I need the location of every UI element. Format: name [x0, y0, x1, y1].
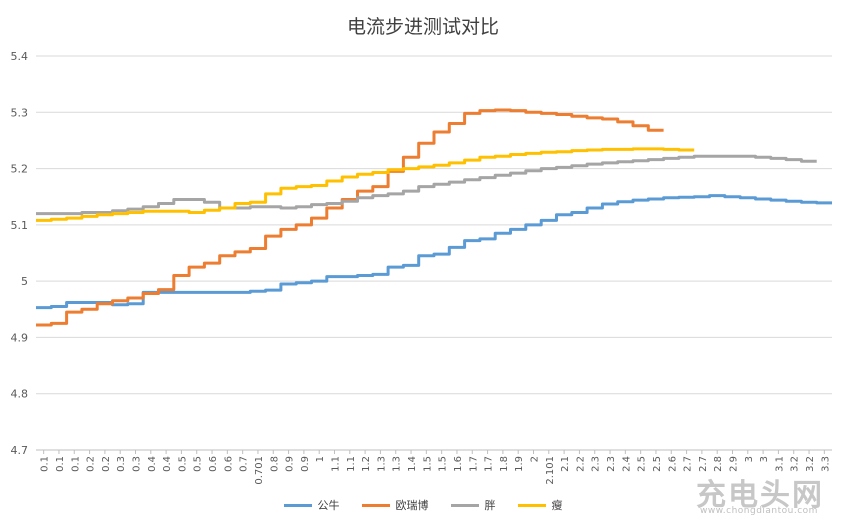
- x-tick-label: 1.3: [392, 456, 403, 472]
- x-tick-label: 0.5: [177, 456, 188, 472]
- x-tick-label: 2: [530, 456, 541, 462]
- x-tick-label: 1.5: [438, 456, 449, 472]
- series-line-1: [36, 194, 832, 310]
- x-tick-label: 0.9: [300, 456, 311, 472]
- x-tick-label: 0.8: [269, 456, 280, 472]
- x-tick-label: 3: [759, 456, 770, 462]
- x-tick-label: 2.1: [560, 456, 571, 472]
- x-tick-label: 0.2: [101, 456, 112, 472]
- legend-label: 瘦: [551, 499, 563, 512]
- series-line-2: [36, 108, 664, 327]
- watermark-glyphs: 充电头网: [696, 478, 824, 513]
- x-tick-label: 0.1: [40, 456, 51, 472]
- x-tick-label: 0.2: [86, 456, 97, 472]
- watermark-url: www.chongdiantou.com: [700, 506, 818, 516]
- x-tick-label: 0.6: [208, 456, 219, 472]
- x-tick-label: 0.1: [70, 456, 81, 472]
- x-tick-label: 2.5: [637, 456, 648, 472]
- legend-item: 公牛: [283, 497, 340, 513]
- x-tick-label: 0.4: [162, 456, 173, 472]
- x-tick-label: 1.8: [499, 456, 510, 472]
- legend-item: 瘦: [517, 497, 563, 513]
- legend-item: 胖: [450, 497, 496, 513]
- x-tick-label: 0.701: [254, 456, 265, 485]
- x-tick-label: 3: [744, 456, 755, 462]
- x-tick-label: 0.3: [132, 456, 143, 472]
- x-tick-label: 0.1: [55, 456, 66, 472]
- watermark-logo: 充电头网 www.chongdiantou.com: [696, 470, 826, 518]
- y-tick-label: 4.8: [11, 388, 29, 401]
- x-tick-label: 1.1: [331, 456, 342, 472]
- x-tick-label: 1: [315, 456, 326, 462]
- series-line-4: [36, 147, 695, 222]
- y-tick-label: 4.7: [11, 444, 29, 457]
- legend-item: 欧瑞博: [361, 497, 429, 513]
- legend-swatch: [283, 503, 312, 507]
- x-tick-label: 1.7: [484, 456, 495, 472]
- x-tick-label: 2.7: [698, 456, 709, 472]
- x-tick-label: 1.6: [453, 456, 464, 472]
- x-tick-label: 2.8: [713, 456, 724, 472]
- x-tick-label: 3.2: [805, 456, 816, 472]
- x-tick-label: 2.101: [545, 456, 556, 485]
- x-tick-label: 1.4: [407, 456, 418, 472]
- y-tick-label: 5: [21, 275, 28, 288]
- y-tick-label: 5.1: [11, 219, 29, 232]
- x-tick-label: 3.2: [790, 456, 801, 472]
- x-tick-label: 0.4: [147, 456, 158, 472]
- legend-swatch: [361, 503, 390, 507]
- legend: 公牛 欧瑞博 胖 瘦: [0, 497, 846, 513]
- chart-title: 电流步进测试对比: [346, 16, 499, 38]
- x-tick-label: 0.9: [285, 456, 296, 472]
- x-tick-label: 0.7: [239, 456, 250, 472]
- x-tick-label: 1.2: [361, 456, 372, 472]
- x-tick-label: 0.3: [116, 456, 127, 472]
- x-tick-label: 3.3: [820, 456, 831, 472]
- x-tick-label: 2.5: [652, 456, 663, 472]
- x-tick-label: 2.9: [729, 456, 740, 472]
- x-tick-label: 2.4: [621, 456, 632, 472]
- x-tick-label: 1.7: [468, 456, 479, 472]
- legend-label: 欧瑞博: [395, 499, 429, 512]
- x-tick-label: 2.2: [575, 456, 586, 472]
- y-tick-label: 4.9: [11, 331, 29, 344]
- y-tick-label: 5.4: [11, 50, 29, 63]
- legend-label: 公牛: [317, 499, 340, 512]
- x-tick-label: 2.6: [667, 456, 678, 472]
- x-tick-label: 2.3: [606, 456, 617, 472]
- x-tick-label: 2.7: [683, 456, 694, 472]
- x-tick-label: 1.5: [422, 456, 433, 472]
- legend-swatch: [517, 503, 546, 507]
- y-tick-label: 5.2: [11, 163, 29, 176]
- x-tick-label: 3.1: [774, 456, 785, 472]
- x-tick-label: 1.9: [514, 456, 525, 472]
- series-line-3: [36, 154, 817, 216]
- x-tick-label: 0.5: [193, 456, 204, 472]
- legend-label: 胖: [484, 499, 496, 512]
- x-tick-label: 2.3: [591, 456, 602, 472]
- x-tick-label: 1.3: [376, 456, 387, 472]
- x-tick-label: 0.6: [223, 456, 234, 472]
- y-tick-label: 5.3: [11, 106, 29, 119]
- x-tick-label: 1.1: [346, 456, 357, 472]
- legend-swatch: [450, 503, 479, 507]
